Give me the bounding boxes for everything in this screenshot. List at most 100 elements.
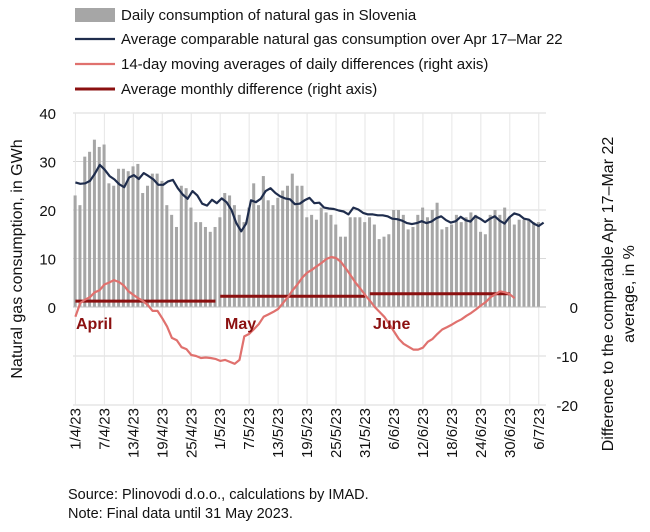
bar — [450, 224, 454, 307]
data-note: Note: Final data until 31 May 2023. — [68, 506, 293, 522]
bar — [242, 222, 246, 307]
bar — [522, 219, 526, 307]
bar — [112, 185, 116, 307]
bar — [527, 219, 531, 307]
bar — [295, 185, 299, 307]
bar — [223, 193, 227, 307]
bar — [281, 190, 285, 307]
bar — [425, 217, 429, 307]
bar — [213, 226, 217, 307]
bar — [358, 217, 362, 307]
bar — [430, 210, 434, 307]
legend-label-daily: Daily consumption of natural gas in Slov… — [121, 7, 417, 24]
y-tick-label: 0 — [48, 300, 56, 317]
legend-label-average: Average comparable natural gas consumpti… — [121, 31, 563, 48]
source-note: Source: Plinovodi d.o.o., calculations b… — [68, 487, 369, 503]
average-comparable-line — [75, 163, 545, 233]
bar — [117, 168, 121, 307]
bar — [247, 207, 251, 307]
bar — [276, 197, 280, 307]
bar — [305, 217, 309, 307]
chart-notes: Source: Plinovodi d.o.o., calculations b… — [68, 486, 369, 524]
x-tick-label: 1/4/23 — [67, 408, 84, 450]
month-label-may: May — [225, 316, 256, 333]
bar — [368, 217, 372, 307]
x-tick-label: 6/7/23 — [531, 408, 548, 450]
bar — [126, 171, 130, 307]
bar — [416, 214, 420, 307]
month-label-june: June — [373, 316, 410, 333]
bar — [454, 214, 458, 307]
bar — [334, 224, 338, 307]
bar — [271, 205, 275, 307]
x-tick-label: 7/4/23 — [96, 408, 113, 450]
bar — [150, 173, 154, 307]
x-tick-label: 24/6/23 — [473, 408, 490, 458]
month-labels: April May June — [76, 316, 410, 333]
bar — [131, 166, 135, 307]
bar — [121, 168, 125, 307]
bar — [160, 180, 164, 307]
bar — [329, 214, 333, 307]
bar — [102, 144, 106, 307]
x-tick-label: 25/5/23 — [328, 408, 345, 458]
bar — [372, 224, 376, 307]
right-axis-ticks: 0 -10 -20 — [556, 300, 578, 415]
x-tick-label: 18/6/23 — [444, 408, 461, 458]
bar — [300, 185, 304, 307]
bar — [107, 183, 111, 307]
bar — [464, 217, 468, 307]
bar — [319, 207, 323, 307]
y-tick-label: 10 — [39, 252, 56, 269]
bar — [435, 202, 439, 307]
x-tick-label: 1/5/23 — [212, 408, 229, 450]
bar — [83, 156, 87, 307]
bar — [459, 222, 463, 307]
x-tick-label: 25/4/23 — [183, 408, 200, 458]
bar — [483, 234, 487, 307]
bar — [387, 234, 391, 307]
bar — [257, 205, 261, 307]
month-label-april: April — [76, 316, 112, 333]
moving-average-line — [74, 255, 516, 365]
bar — [401, 214, 405, 307]
bar — [141, 193, 145, 307]
bar — [406, 229, 410, 307]
bar — [488, 214, 492, 307]
y2-tick-label: 0 — [570, 300, 578, 317]
bar — [73, 195, 77, 307]
bar — [199, 222, 203, 307]
bar — [174, 226, 178, 307]
bar — [479, 231, 483, 307]
bar — [92, 139, 96, 307]
bar — [377, 239, 381, 307]
left-axis-ticks: 40 30 20 10 0 — [39, 106, 56, 317]
bar — [136, 163, 140, 307]
legend-label-monthly: Average monthly difference (right axis) — [121, 81, 377, 98]
bar — [498, 214, 502, 307]
bar — [314, 219, 318, 307]
bar — [382, 236, 386, 307]
bar — [208, 231, 212, 307]
bar — [421, 207, 425, 307]
bar — [228, 195, 232, 307]
bar — [285, 185, 289, 307]
bar — [411, 226, 415, 307]
bar — [353, 217, 357, 307]
y2-axis-title-line1: Difference to the comparable Apr 17–Mar … — [600, 137, 617, 452]
bar — [290, 173, 294, 307]
bar — [189, 207, 193, 307]
bar — [517, 219, 521, 307]
bar — [339, 236, 343, 307]
bar — [261, 176, 265, 307]
bar — [363, 222, 367, 307]
bar — [203, 226, 207, 307]
bar — [78, 205, 82, 307]
series-lines — [74, 163, 545, 365]
y-tick-label: 20 — [39, 203, 56, 220]
bar — [237, 214, 241, 307]
bars-daily-consumption — [73, 139, 540, 307]
bar — [155, 173, 159, 307]
legend-swatch-daily — [75, 8, 115, 22]
bar — [440, 229, 444, 307]
